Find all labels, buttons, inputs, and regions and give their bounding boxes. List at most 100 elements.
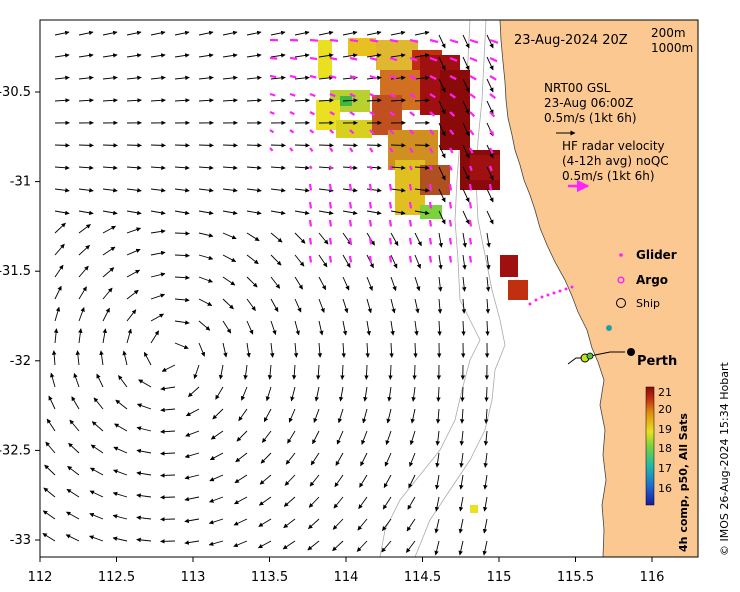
radar-vector [429, 38, 439, 44]
model-vector [208, 518, 224, 525]
lat-tick-label: -31.5 [0, 264, 31, 279]
model-vector [270, 165, 286, 171]
model-vector [198, 342, 206, 357]
lon-tick-label: 113.5 [251, 570, 288, 585]
radar-vector [489, 147, 494, 154]
model-vector [102, 307, 110, 322]
model-vector [246, 276, 258, 288]
model-vector [174, 297, 190, 303]
model-vector [414, 320, 419, 336]
model-vector [46, 418, 56, 432]
model-vector [338, 386, 344, 402]
lat-tick-label: -31 [10, 175, 31, 190]
model-vector [438, 188, 446, 203]
radar-vector [329, 56, 338, 61]
radar-vector [329, 38, 339, 42]
lon-tick-label: 112.5 [98, 570, 135, 585]
model-vector [126, 309, 137, 322]
model-vector [462, 210, 470, 225]
radar-vector [408, 219, 413, 227]
model-vector [359, 474, 368, 488]
model-vector [78, 75, 94, 81]
radar-vector [349, 165, 353, 170]
model-vector [222, 210, 238, 216]
radar-vector [489, 129, 495, 136]
model-vector [390, 210, 406, 216]
model-vector [434, 540, 440, 556]
model-vector [246, 254, 259, 265]
lon-tick-label: 114.5 [404, 570, 441, 585]
model-vector [50, 372, 56, 388]
model-vector [483, 452, 488, 468]
model-vector [126, 143, 142, 148]
radar-vector [448, 219, 453, 227]
model-vector [54, 243, 65, 256]
model-vector [90, 444, 104, 454]
model-vector [486, 188, 494, 203]
model-vector [390, 98, 406, 103]
model-vector [482, 518, 488, 534]
model-vector [414, 143, 430, 148]
model-vector [410, 408, 416, 424]
model-vector [68, 442, 80, 454]
radar-vector [408, 255, 413, 263]
radar-vector [389, 129, 395, 135]
radar-vector [328, 237, 333, 245]
radar-vector [269, 129, 275, 134]
radar-vector [389, 93, 396, 98]
radar-vector [489, 93, 496, 99]
model-vector [486, 144, 494, 159]
radar-vector [449, 38, 459, 44]
model-vector [435, 452, 440, 468]
radar-vector [329, 147, 334, 153]
model-vector [150, 75, 166, 81]
model-vector [102, 188, 118, 193]
radar-vector [469, 75, 477, 81]
radar-vector [429, 147, 434, 154]
radar-vector [369, 74, 377, 80]
model-vector [184, 452, 200, 459]
colorbar-tick-16: 16 [658, 482, 672, 495]
radar-vector [269, 110, 275, 115]
radar-vector [449, 147, 454, 154]
model-vector [160, 451, 176, 456]
radar-vector [388, 219, 393, 227]
model-vector [174, 231, 190, 236]
radar-vector [349, 56, 358, 61]
model-vector [294, 254, 305, 267]
model-vector [462, 254, 467, 270]
model-vector [270, 98, 286, 103]
model-vector [222, 75, 238, 81]
model-vector [150, 330, 160, 344]
radar-vector [369, 56, 378, 61]
model-vector [222, 188, 238, 193]
model-vector [54, 75, 70, 81]
model-vector [150, 188, 166, 193]
glider-legend-marker [619, 253, 623, 257]
model-vector [198, 143, 214, 148]
model-vector [102, 53, 118, 58]
model-vector [414, 298, 420, 314]
radar-vector [389, 111, 396, 117]
model-vector [150, 210, 166, 216]
model-vector [385, 430, 392, 446]
model-vector [486, 78, 494, 93]
model-vector [99, 350, 104, 366]
model-vector [437, 276, 443, 292]
model-vector [246, 342, 251, 358]
model-vector [307, 540, 320, 551]
model-vector [414, 98, 430, 103]
radar-vector [468, 201, 473, 209]
model-vector [484, 386, 489, 402]
model-vector [283, 496, 296, 507]
lat-tick-label: -32 [10, 354, 31, 369]
radar-vector [309, 147, 314, 152]
model-vector [198, 165, 214, 171]
radar-vector [389, 38, 399, 43]
model-vector [136, 403, 152, 410]
model-vector [340, 364, 345, 380]
model-vector [45, 441, 56, 454]
model-vector [89, 490, 104, 498]
model-vector [42, 533, 56, 542]
